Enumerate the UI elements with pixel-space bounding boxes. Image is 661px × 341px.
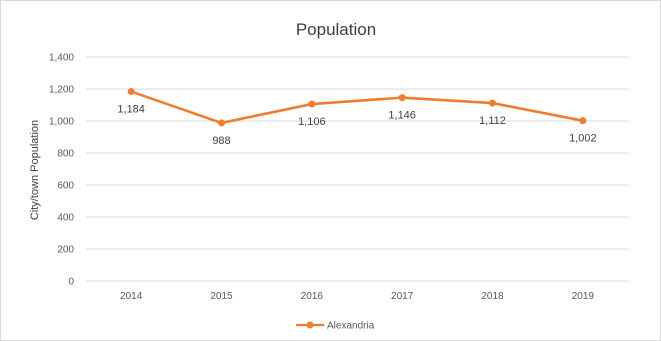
data-point — [398, 94, 406, 102]
y-axis-title: City/town Population — [29, 120, 41, 220]
series-line — [129, 90, 585, 125]
chart-title: Population — [296, 20, 376, 39]
data-point — [489, 99, 496, 107]
series-alexandria — [127, 88, 587, 127]
y-tick-label: 600 — [57, 181, 74, 192]
y-tick-label: 200 — [57, 245, 74, 256]
y-tick-label: 800 — [57, 149, 74, 160]
data-label: 988 — [212, 135, 230, 147]
x-tick-label: 2019 — [572, 291, 595, 302]
legend: Alexandria — [296, 321, 375, 332]
y-tick-label: 1,400 — [49, 53, 74, 64]
data-label: 1,106 — [298, 116, 326, 128]
data-point — [218, 119, 225, 127]
data-point — [127, 88, 135, 96]
data-point — [308, 100, 316, 108]
data-labels: 1,184 988 1,106 1,146 1,112 1,002 — [117, 104, 596, 147]
data-label: 1,184 — [117, 104, 145, 116]
x-tick-label: 2017 — [391, 291, 414, 302]
gridlines — [86, 56, 628, 282]
y-tick-label: 1,200 — [49, 85, 74, 96]
y-tick-label: 400 — [57, 213, 74, 224]
x-tick-label: 2014 — [120, 291, 143, 302]
y-tick-label: 1,000 — [49, 117, 74, 128]
legend-label-alexandria: Alexandria — [327, 321, 375, 332]
y-axis-ticks: 0 200 400 600 800 1,000 1,200 1,400 — [49, 53, 74, 288]
x-tick-label: 2018 — [481, 291, 504, 302]
x-tick-label: 2016 — [301, 291, 324, 302]
data-label: 1,002 — [569, 133, 597, 145]
x-axis-ticks: 2014 2015 2016 2017 2018 2019 — [120, 291, 594, 302]
data-label: 1,112 — [479, 115, 506, 127]
y-tick-label: 0 — [68, 277, 74, 288]
data-point — [579, 117, 587, 125]
x-tick-label: 2015 — [210, 291, 233, 302]
legend-marker-alexandria — [306, 321, 314, 329]
data-label: 1,146 — [388, 110, 416, 122]
